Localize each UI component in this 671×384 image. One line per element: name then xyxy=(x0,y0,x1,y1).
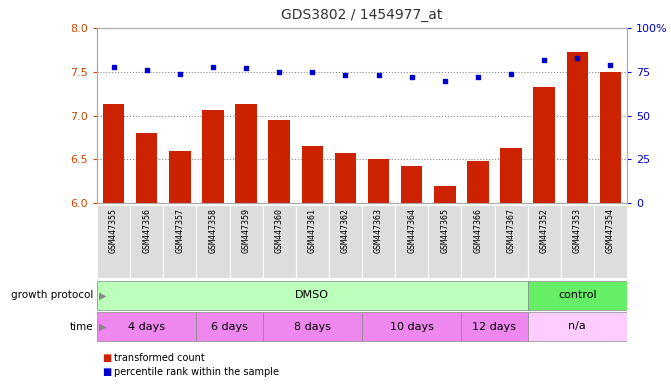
Point xyxy=(142,67,152,73)
Bar xyxy=(401,166,423,203)
Bar xyxy=(262,205,296,278)
Text: GSM447366: GSM447366 xyxy=(474,208,482,253)
Bar xyxy=(97,281,527,310)
Bar xyxy=(197,312,262,341)
Point xyxy=(274,69,285,75)
Bar xyxy=(428,205,462,278)
Text: GSM447365: GSM447365 xyxy=(440,208,450,253)
Text: ■: ■ xyxy=(102,353,111,363)
Bar xyxy=(103,104,124,203)
Point xyxy=(506,70,517,76)
Bar xyxy=(533,87,555,203)
Text: 12 days: 12 days xyxy=(472,321,517,331)
Text: growth protocol: growth protocol xyxy=(11,291,93,301)
Text: GSM447358: GSM447358 xyxy=(209,208,217,253)
Point xyxy=(108,63,119,70)
Bar xyxy=(301,146,323,203)
Text: GSM447363: GSM447363 xyxy=(374,208,383,253)
Text: GSM447360: GSM447360 xyxy=(274,208,284,253)
Bar xyxy=(501,148,522,203)
Point xyxy=(407,74,417,80)
Bar xyxy=(368,159,389,203)
Text: time: time xyxy=(69,321,93,331)
Bar xyxy=(296,205,329,278)
Bar xyxy=(236,104,257,203)
Text: GDS3802 / 1454977_at: GDS3802 / 1454977_at xyxy=(281,8,443,22)
Text: 8 days: 8 days xyxy=(294,321,331,331)
Bar xyxy=(527,205,561,278)
Text: GSM447364: GSM447364 xyxy=(407,208,416,253)
Point xyxy=(472,74,483,80)
Bar xyxy=(163,205,197,278)
Point xyxy=(207,63,218,70)
Bar xyxy=(600,72,621,203)
Text: n/a: n/a xyxy=(568,321,586,331)
Point xyxy=(340,72,351,78)
Text: GSM447362: GSM447362 xyxy=(341,208,350,253)
Bar xyxy=(362,205,395,278)
Bar xyxy=(262,312,362,341)
Bar xyxy=(329,205,362,278)
Text: GSM447353: GSM447353 xyxy=(573,208,582,253)
Bar xyxy=(495,205,527,278)
Bar xyxy=(97,312,197,341)
Text: ▶: ▶ xyxy=(99,291,107,301)
Bar xyxy=(362,312,462,341)
Bar xyxy=(462,205,495,278)
Bar xyxy=(130,205,163,278)
Text: GSM447357: GSM447357 xyxy=(175,208,185,253)
Point xyxy=(241,65,252,71)
Text: 10 days: 10 days xyxy=(390,321,433,331)
Bar xyxy=(268,120,290,203)
Point xyxy=(373,72,384,78)
Bar xyxy=(335,153,356,203)
Bar xyxy=(467,161,488,203)
Bar xyxy=(197,205,229,278)
Bar xyxy=(229,205,262,278)
Text: GSM447352: GSM447352 xyxy=(539,208,549,253)
Text: percentile rank within the sample: percentile rank within the sample xyxy=(114,367,279,377)
Point xyxy=(440,78,450,84)
Text: GSM447355: GSM447355 xyxy=(109,208,118,253)
Text: 4 days: 4 days xyxy=(128,321,165,331)
Point xyxy=(572,55,582,61)
Bar xyxy=(561,205,594,278)
Point xyxy=(307,69,317,75)
Bar xyxy=(169,151,191,203)
Text: GSM447361: GSM447361 xyxy=(308,208,317,253)
Bar xyxy=(434,185,456,203)
Point xyxy=(174,70,185,76)
Bar xyxy=(566,51,588,203)
Text: control: control xyxy=(558,291,597,301)
Text: GSM447359: GSM447359 xyxy=(242,208,250,253)
Text: GSM447354: GSM447354 xyxy=(606,208,615,253)
Bar xyxy=(462,312,527,341)
Text: ■: ■ xyxy=(102,367,111,377)
Bar xyxy=(202,110,223,203)
Bar xyxy=(395,205,428,278)
Point xyxy=(605,62,616,68)
Bar xyxy=(594,205,627,278)
Bar xyxy=(527,312,627,341)
Bar xyxy=(97,205,130,278)
Bar xyxy=(136,133,158,203)
Text: ▶: ▶ xyxy=(99,321,107,331)
Bar xyxy=(527,281,627,310)
Text: GSM447367: GSM447367 xyxy=(507,208,515,253)
Text: transformed count: transformed count xyxy=(114,353,205,363)
Text: 6 days: 6 days xyxy=(211,321,248,331)
Point xyxy=(539,56,550,63)
Text: DMSO: DMSO xyxy=(295,291,329,301)
Text: GSM447356: GSM447356 xyxy=(142,208,151,253)
